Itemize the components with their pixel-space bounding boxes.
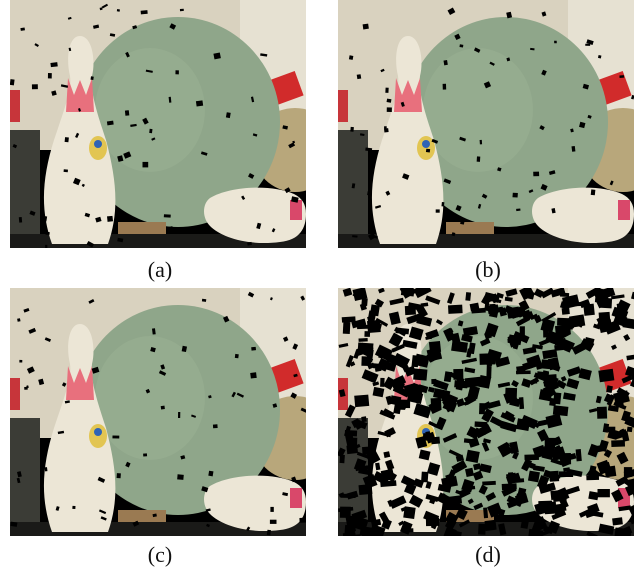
ball-highlight [423,48,533,172]
pin-logo-dot [94,140,102,148]
red-card-left [10,90,20,122]
scene-image-c [10,288,306,536]
lying-pin-stripe [618,488,630,508]
panel-d [338,288,634,536]
ball-highlight [95,336,205,460]
caption-c: (c) [147,542,173,567]
pedestal [118,510,166,522]
panel-a [10,0,306,248]
red-card-left [10,378,20,410]
red-card [268,70,304,106]
red-card-left [338,90,348,122]
red-card [268,358,304,394]
ball-highlight [95,48,205,172]
panel-b [338,0,634,248]
scene-image-d [338,288,634,536]
scene-image-b [338,0,634,248]
caption-b: (b) [475,257,501,282]
left-shadow [338,130,368,248]
standing-pin [371,36,444,244]
pedestal [118,222,166,234]
left-shadow [10,130,40,248]
pin-crown [66,366,94,400]
lying-pin-stripe [618,200,630,220]
standing-pin [43,36,116,244]
edge-holes [348,7,634,241]
lying-pin [204,187,306,244]
panel-c [10,288,306,536]
pin-logo-dot [94,428,102,436]
lying-pin-stripe [290,488,302,508]
red-card [596,358,632,394]
pin-logo-dot [422,140,430,148]
pin-crown [66,78,94,112]
edge-holes [10,3,299,248]
lying-pin-stripe [290,200,302,220]
lying-pin [532,187,634,244]
left-shadow [10,418,40,536]
edge-holes [10,291,306,536]
pedestal [446,222,494,234]
caption-d: (d) [475,542,501,567]
standing-pin [43,324,116,532]
scene-image-a [10,0,306,248]
caption-a: (a) [147,257,173,282]
missing-pixel-holes [338,288,634,536]
lying-pin [204,475,306,532]
red-card [596,70,632,106]
